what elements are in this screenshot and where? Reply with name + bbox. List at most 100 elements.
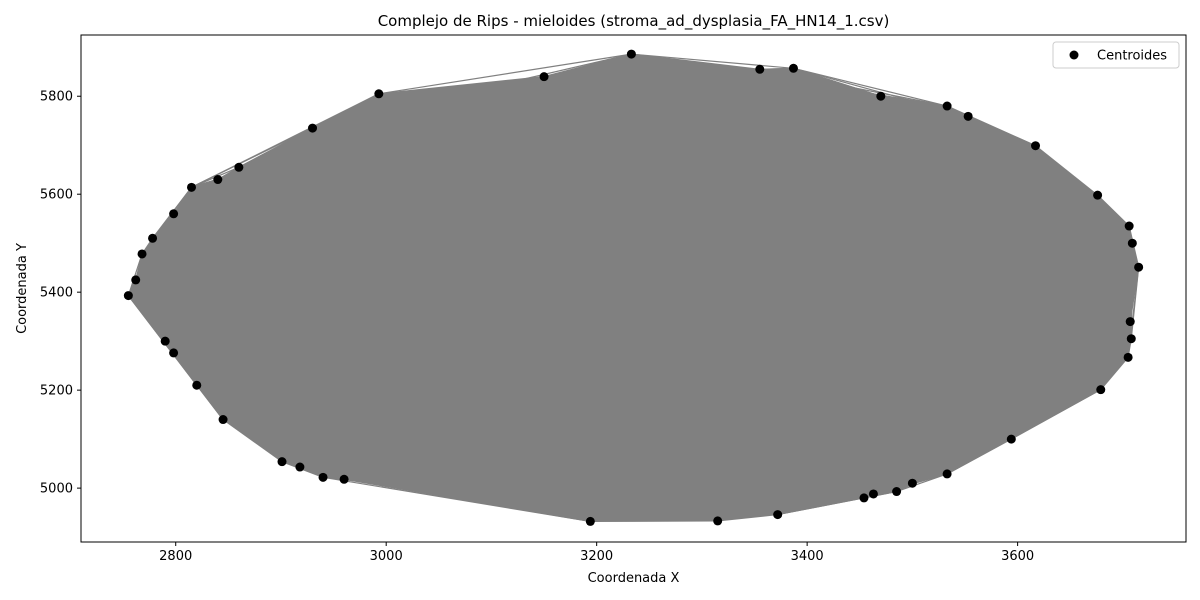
rips-edge — [165, 340, 897, 493]
rips-edge — [281, 266, 1139, 463]
centroid-point — [295, 462, 305, 472]
y-tick-label: 5000 — [40, 482, 73, 497]
rips-edge — [173, 187, 192, 215]
rips-edge — [543, 76, 874, 495]
rips-edge — [590, 266, 1139, 522]
rips-edge — [967, 115, 1131, 322]
centroid-point — [1127, 238, 1137, 248]
rips-edge — [717, 68, 795, 522]
rips-edge — [173, 145, 1036, 354]
rips-edge — [173, 320, 1131, 354]
rips-edge — [281, 53, 632, 463]
rips-edge — [717, 497, 865, 522]
rips-edge — [543, 76, 948, 475]
rips-edge — [299, 266, 1139, 468]
rips-edge — [165, 194, 1098, 342]
rips-edge — [777, 68, 795, 515]
centroid-point — [892, 487, 902, 497]
centroid-point — [942, 469, 952, 479]
rips-edge — [173, 352, 1012, 440]
rips-edge — [165, 145, 1036, 342]
rips-edge — [173, 213, 718, 522]
x-tick-label: 3200 — [580, 549, 613, 564]
x-tick-label: 2800 — [159, 549, 192, 564]
rips-edge — [165, 242, 1133, 342]
centroid-point — [713, 516, 723, 526]
centroid-point — [859, 493, 869, 503]
rips-edge — [896, 145, 1037, 492]
rips-edge — [173, 352, 865, 499]
rips-edge — [281, 461, 778, 516]
rips-edge — [238, 166, 591, 522]
rips-edge — [173, 352, 778, 516]
rips-edge — [173, 95, 882, 354]
rips-edge — [759, 68, 1131, 323]
rips-edge — [322, 476, 591, 523]
legend-label: Centroides — [1097, 49, 1167, 64]
rips-edge — [1097, 195, 1129, 358]
rips-edge — [173, 338, 1132, 354]
y-tick-label: 5400 — [40, 286, 73, 301]
centroid-point — [374, 89, 384, 99]
rips-edge — [222, 418, 865, 499]
rips-edge — [164, 95, 882, 342]
rips-edge — [777, 145, 1037, 515]
rips-edge — [173, 53, 632, 354]
rips-edge — [880, 95, 948, 107]
rips-edge — [378, 53, 632, 95]
centroid-point — [626, 49, 636, 59]
centroid-point — [1124, 221, 1134, 231]
rips-edge — [196, 105, 948, 386]
rips-edge — [717, 513, 778, 522]
centroid-point — [213, 175, 223, 185]
rips-edge — [343, 320, 1131, 480]
rips-edge — [967, 115, 1036, 147]
y-tick-label: 5200 — [40, 384, 73, 399]
rips-edge — [1097, 194, 1130, 227]
y-tick-label: 5600 — [40, 188, 73, 203]
centroid-point — [755, 64, 765, 74]
rips-edge — [173, 352, 1129, 358]
centroid-point — [868, 489, 878, 499]
rips-edge — [173, 127, 314, 354]
rips-edge — [323, 476, 864, 499]
centroid-point — [339, 474, 349, 484]
rips-edge — [863, 116, 969, 499]
rips-edge — [164, 76, 545, 342]
rips-edge — [173, 93, 380, 354]
rips-edge — [165, 340, 1101, 391]
x-tick-label: 3000 — [370, 549, 403, 564]
rips-edge — [196, 320, 1131, 386]
rips-edge — [173, 76, 545, 354]
rips-edge — [717, 438, 1012, 522]
rips-edge — [1100, 356, 1129, 391]
rips-edge — [164, 340, 283, 463]
centroid-point — [137, 249, 147, 259]
rips-edge — [590, 356, 1129, 522]
rips-edge — [322, 225, 1130, 478]
y-axis-title: Coordenada Y — [15, 243, 30, 334]
rips-edge — [164, 179, 219, 342]
rips-edge — [127, 295, 166, 342]
rips-edge — [196, 266, 1139, 386]
rips-edge — [222, 418, 345, 480]
rips-edge — [173, 352, 948, 475]
rips-edge — [717, 321, 1131, 522]
rips-edge — [946, 145, 1037, 475]
rips-edge — [543, 76, 1130, 227]
rips-edge — [281, 95, 882, 463]
rips-edge — [543, 53, 632, 78]
rips-edge — [173, 352, 1101, 391]
rips-edge — [717, 69, 761, 521]
rips-edge — [217, 178, 1098, 196]
rips-edge — [196, 384, 718, 522]
legend-box — [1052, 41, 1180, 69]
centroid-point — [1096, 385, 1106, 395]
rips-edge — [793, 67, 1098, 196]
rips-edge — [222, 115, 969, 421]
centroid-point — [585, 516, 595, 526]
rips-edge — [1100, 321, 1131, 390]
rips-edge — [173, 352, 345, 480]
rips-edge — [165, 340, 865, 499]
centroid-point — [1125, 317, 1135, 327]
